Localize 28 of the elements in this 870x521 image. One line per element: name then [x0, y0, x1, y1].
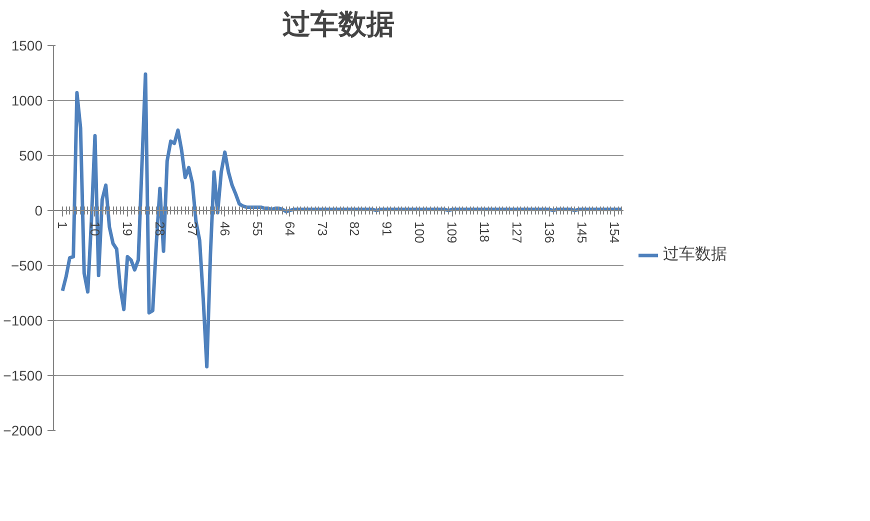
- y-tick-label: 500: [19, 148, 43, 164]
- y-tick-label: −500: [10, 258, 43, 274]
- y-tick-label: −2000: [3, 422, 43, 438]
- x-tick-label: 1: [55, 222, 70, 229]
- x-tick-label: 136: [542, 222, 558, 244]
- x-tick-label: 64: [282, 222, 298, 236]
- x-tick-label: 154: [606, 222, 622, 244]
- x-tick-label: 28: [152, 222, 168, 236]
- legend-label: 过车数据: [663, 244, 727, 265]
- x-tick-label: 55: [250, 222, 265, 236]
- x-tick-label: 37: [184, 222, 200, 236]
- x-tick-label: 19: [120, 222, 135, 236]
- x-tick-label: 91: [380, 222, 395, 236]
- x-tick-label: 145: [574, 222, 590, 244]
- y-tick-label: 1000: [11, 92, 43, 108]
- x-tick-label: 73: [314, 222, 330, 236]
- x-tick-label: 82: [347, 222, 362, 236]
- x-tick-label: 100: [412, 222, 428, 244]
- y-tick-label: 1500: [11, 38, 43, 54]
- x-tick-label: 127: [510, 222, 525, 244]
- x-tick-label: 46: [217, 222, 232, 236]
- y-tick-label: 0: [34, 202, 43, 218]
- y-tick-label: −1500: [3, 368, 43, 384]
- y-tick-label: −1000: [3, 312, 43, 328]
- x-tick-label: 109: [444, 222, 460, 244]
- x-tick-label: 118: [477, 222, 492, 242]
- x-tick-label: 10: [87, 222, 102, 236]
- chart-title: 过车数据: [282, 8, 394, 40]
